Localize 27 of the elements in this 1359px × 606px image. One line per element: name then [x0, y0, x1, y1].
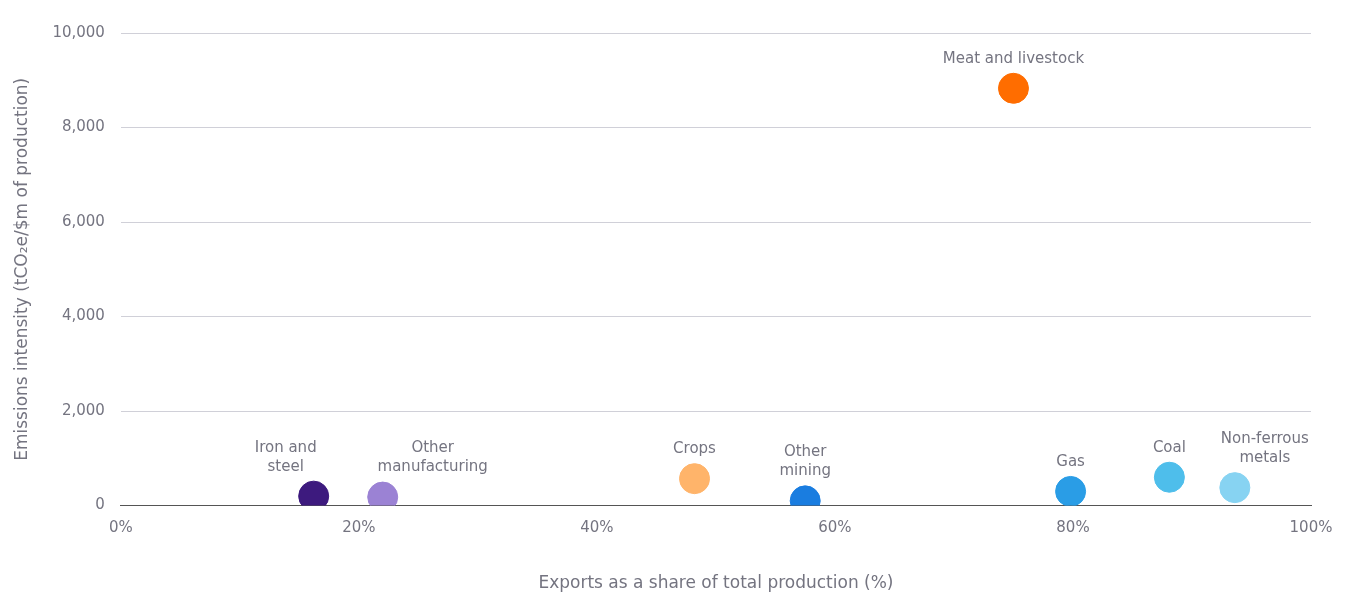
series-label: Non-ferrous metals — [1220, 429, 1310, 467]
point — [1219, 472, 1251, 504]
y-tick-label: 2,000 — [61, 400, 105, 419]
x-axis-title: Exports as a share of total production (%) — [538, 572, 894, 593]
x-tick-label: 80% — [1056, 518, 1090, 537]
series-label: Coal — [1152, 437, 1186, 456]
series-label: Crops — [673, 439, 717, 458]
point — [1055, 475, 1087, 506]
y-tick-label: 8,000 — [61, 117, 105, 136]
series-label: Meat and livestock — [942, 48, 1085, 67]
y-axis-title: Emissions intensity (tCO₂e/$m of production) — [10, 77, 31, 461]
x-tick-label: 40% — [580, 518, 614, 537]
point — [997, 72, 1029, 104]
y-tick-label: 10,000 — [52, 22, 105, 41]
y-tick-label: 6,000 — [61, 211, 105, 230]
y-tick-label: 4,000 — [61, 306, 105, 325]
x-tick-label: 0% — [108, 518, 133, 537]
y-tick-label: 0 — [95, 495, 105, 514]
point — [679, 463, 711, 495]
x-tick-label: 60% — [818, 518, 852, 537]
x-tick-label: 20% — [342, 518, 376, 537]
series-label: Iron and steel — [254, 437, 317, 475]
series-label: Other mining — [779, 442, 831, 480]
series-label: Other manufacturing — [377, 438, 488, 476]
x-tick-label: 100% — [1289, 518, 1333, 537]
point — [1153, 461, 1185, 493]
series-label: Gas — [1056, 451, 1086, 470]
